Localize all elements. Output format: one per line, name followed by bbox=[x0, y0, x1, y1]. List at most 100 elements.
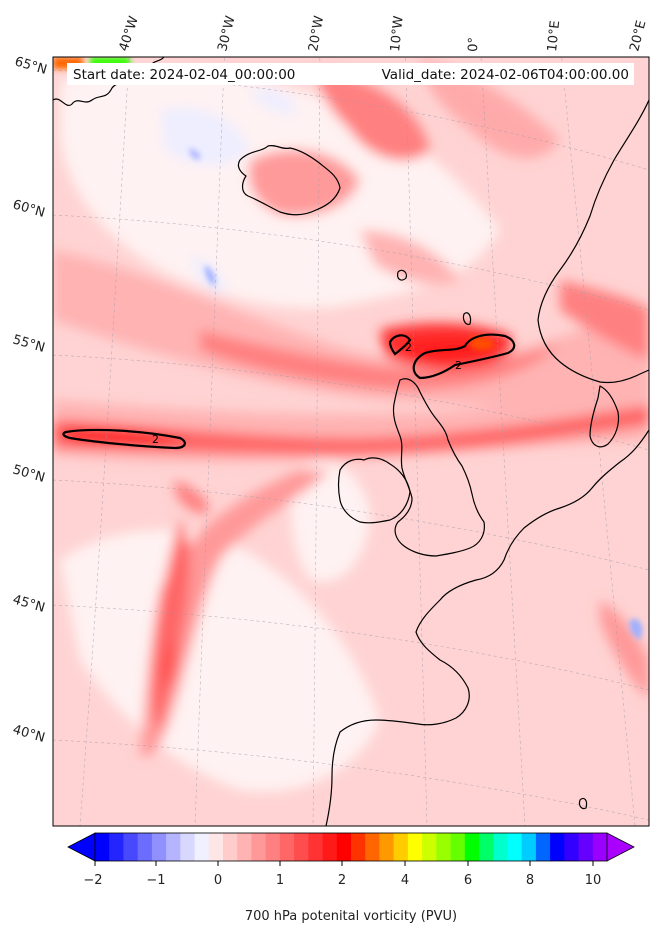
lat-labels: 65°N 60°N 55°N 50°N 45°N 40°N bbox=[11, 54, 49, 745]
pv-streamer bbox=[151, 520, 190, 730]
colorbar-cell bbox=[166, 833, 181, 861]
pv-max-core bbox=[470, 336, 495, 351]
colorbar-cell bbox=[322, 833, 338, 861]
pv-band-51n bbox=[53, 405, 649, 455]
pv-negative-patch bbox=[189, 148, 201, 160]
lat-label: 55°N bbox=[11, 332, 47, 355]
pv-negative-patch bbox=[204, 265, 216, 286]
pv-streamer bbox=[164, 640, 176, 690]
colorbar-tick-label: 0 bbox=[214, 873, 222, 888]
lat-label: 40°N bbox=[11, 722, 47, 745]
colorbar-tick-label: −1 bbox=[146, 873, 165, 888]
colorbar-cell bbox=[251, 833, 267, 861]
colorbar-tick-label: 10 bbox=[585, 873, 602, 888]
pv-low-region bbox=[60, 530, 380, 792]
colorbar-cell bbox=[450, 833, 466, 861]
britain-coast bbox=[392, 378, 485, 557]
colorbar-cell bbox=[521, 833, 537, 861]
lat-label: 60°N bbox=[11, 197, 47, 220]
colorbar-cell bbox=[109, 833, 124, 861]
colorbar-tick-label: 2 bbox=[338, 873, 346, 888]
pv2-contour bbox=[62, 428, 186, 450]
colorbar-tick-label: 1 bbox=[276, 873, 284, 888]
pv-band-east bbox=[560, 280, 649, 360]
lon-label: 40°W bbox=[117, 14, 142, 53]
colorbar-cell bbox=[294, 833, 309, 861]
colorbar-cell bbox=[436, 833, 452, 861]
colorbar-tick-label: 6 bbox=[464, 873, 472, 888]
colorbar-cell bbox=[95, 833, 110, 861]
ireland-coast bbox=[337, 457, 411, 524]
colorbar-cell bbox=[535, 833, 551, 861]
coastlines bbox=[53, 57, 649, 826]
corsica-coast bbox=[578, 797, 588, 810]
continent-coast bbox=[325, 429, 649, 826]
lon-label: 0° bbox=[466, 37, 482, 52]
pv2-contour bbox=[388, 334, 412, 356]
lon-labels: 40°W 30°W 20°W 10°W 0° 10°E 20°E bbox=[117, 14, 650, 53]
colorbar-cell bbox=[351, 833, 366, 861]
pv-negative-region bbox=[160, 107, 250, 165]
colorbar-cell bbox=[507, 833, 523, 861]
colorbar: −2 −1 0 1 2 4 6 8 10 700 hPa potenital v… bbox=[67, 832, 635, 924]
colorbar-title: 700 hPa potenital vorticity (PVU) bbox=[245, 909, 457, 924]
colorbar-cell bbox=[592, 833, 608, 861]
map-frame bbox=[52, 56, 650, 827]
colorbar-cell bbox=[265, 833, 281, 861]
colorbar-cell bbox=[550, 833, 565, 861]
lon-label: 10°W bbox=[388, 15, 407, 52]
colorbar-ticks: −2 −1 0 1 2 4 6 8 10 bbox=[83, 861, 601, 888]
header-box bbox=[67, 63, 634, 85]
colorbar-over-arrow bbox=[606, 832, 635, 862]
graticule bbox=[53, 57, 649, 826]
colorbar-cell bbox=[407, 833, 423, 861]
pv-negative-patch bbox=[629, 618, 643, 640]
pv-negative-region bbox=[250, 89, 296, 115]
colorbar-cell bbox=[564, 833, 580, 861]
colorbar-cell bbox=[308, 833, 324, 861]
iceland-coast bbox=[237, 144, 341, 216]
colorbar-cell bbox=[393, 833, 409, 861]
shetland-coast bbox=[462, 312, 472, 325]
pv-band-north bbox=[360, 230, 460, 285]
pv-map: 2 2 2 bbox=[53, 57, 649, 826]
contour-label: 2 bbox=[152, 433, 159, 446]
valid-date-label: Valid_date: 2024-02-06T04:00:00.00 bbox=[382, 67, 629, 83]
colorbar-under-arrow bbox=[67, 832, 96, 862]
pv-contours bbox=[62, 333, 516, 450]
colorbar-frame bbox=[94, 832, 608, 862]
colorbar-cell bbox=[578, 833, 594, 861]
colorbar-cell bbox=[479, 833, 494, 861]
colorbar-cell bbox=[237, 833, 252, 861]
colorbar-cell bbox=[194, 833, 210, 861]
pv-field bbox=[53, 60, 649, 792]
colorbar-cell bbox=[123, 833, 139, 861]
lat-label: 50°N bbox=[11, 462, 47, 485]
pv-corner-high bbox=[90, 57, 130, 67]
norway-coast bbox=[537, 99, 649, 384]
pv-band-55n bbox=[200, 330, 560, 390]
faroe-coast bbox=[397, 269, 407, 281]
lon-label: 20°E bbox=[627, 19, 649, 53]
pv-contour-labels: 2 2 2 bbox=[152, 341, 462, 446]
colorbar-cell bbox=[379, 833, 395, 861]
contour-label: 2 bbox=[455, 359, 462, 372]
pv-low-region bbox=[291, 462, 370, 582]
pv-band-east bbox=[600, 600, 649, 700]
denmark-coast bbox=[589, 385, 620, 448]
lat-label: 65°N bbox=[13, 54, 49, 77]
colorbar-cell bbox=[137, 833, 153, 861]
colorbar-cell bbox=[493, 833, 508, 861]
colorbar-cell bbox=[208, 833, 224, 861]
colorbar-cell bbox=[422, 833, 437, 861]
colorbar-cells bbox=[95, 833, 608, 861]
colorbar-cell bbox=[336, 833, 352, 861]
colorbar-cell bbox=[279, 833, 295, 861]
colorbar-tick-label: 4 bbox=[401, 873, 409, 888]
pv-streamer bbox=[174, 480, 209, 515]
colorbar-cell bbox=[151, 833, 167, 861]
colorbar-cell bbox=[223, 833, 238, 861]
start-date-label: Start date: 2024-02-04_00:00:00 bbox=[73, 67, 295, 83]
lon-label: 10°E bbox=[545, 20, 563, 53]
lat-label: 45°N bbox=[11, 592, 47, 615]
